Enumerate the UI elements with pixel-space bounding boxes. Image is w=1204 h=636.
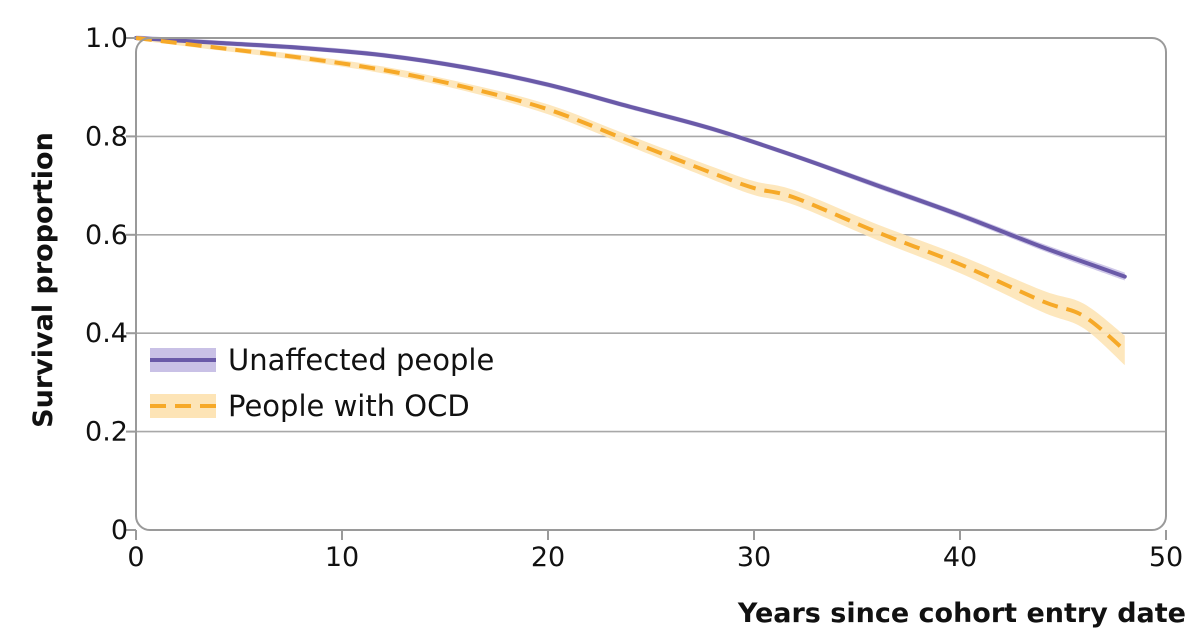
legend-label-unaffected: Unaffected people <box>228 343 494 377</box>
x-tick-label-30: 30 <box>737 542 771 573</box>
grid-lines <box>136 135 1166 433</box>
band-unaffected <box>136 35 1125 281</box>
plot-frame <box>135 37 1167 531</box>
x-tick-labels: 0 10 20 30 40 50 <box>127 542 1183 573</box>
y-axis-label: Survival proportion <box>28 132 59 428</box>
legend-item-ocd: People with OCD <box>150 389 470 423</box>
y-tick-label-2: 0.4 <box>85 318 128 349</box>
x-tick-label-20: 20 <box>531 542 565 573</box>
band-ocd <box>136 36 1125 366</box>
y-tick-label-1: 0.2 <box>85 417 128 448</box>
axis-ticks <box>126 37 1167 540</box>
y-tick-label-5: 1.0 <box>85 23 128 54</box>
x-tick-label-50: 50 <box>1149 542 1183 573</box>
x-tick-label-0: 0 <box>127 542 144 573</box>
x-tick-label-10: 10 <box>325 542 359 573</box>
legend-item-unaffected: Unaffected people <box>150 343 494 377</box>
y-tick-labels: 0 0.2 0.4 0.6 0.8 1.0 <box>85 23 128 546</box>
y-tick-label-4: 0.8 <box>85 121 128 152</box>
series-line-unaffected <box>134 36 1127 279</box>
confidence-bands <box>136 35 1125 366</box>
series-lines <box>134 36 1127 352</box>
x-axis-label: Years since cohort entry date <box>737 598 1186 629</box>
y-tick-label-3: 0.6 <box>85 220 128 251</box>
series-line-ocd <box>135 36 1127 352</box>
legend-label-ocd: People with OCD <box>228 389 470 423</box>
x-tick-label-40: 40 <box>943 542 977 573</box>
legend: Unaffected people People with OCD <box>150 343 494 423</box>
y-tick-label-0: 0 <box>111 515 128 546</box>
